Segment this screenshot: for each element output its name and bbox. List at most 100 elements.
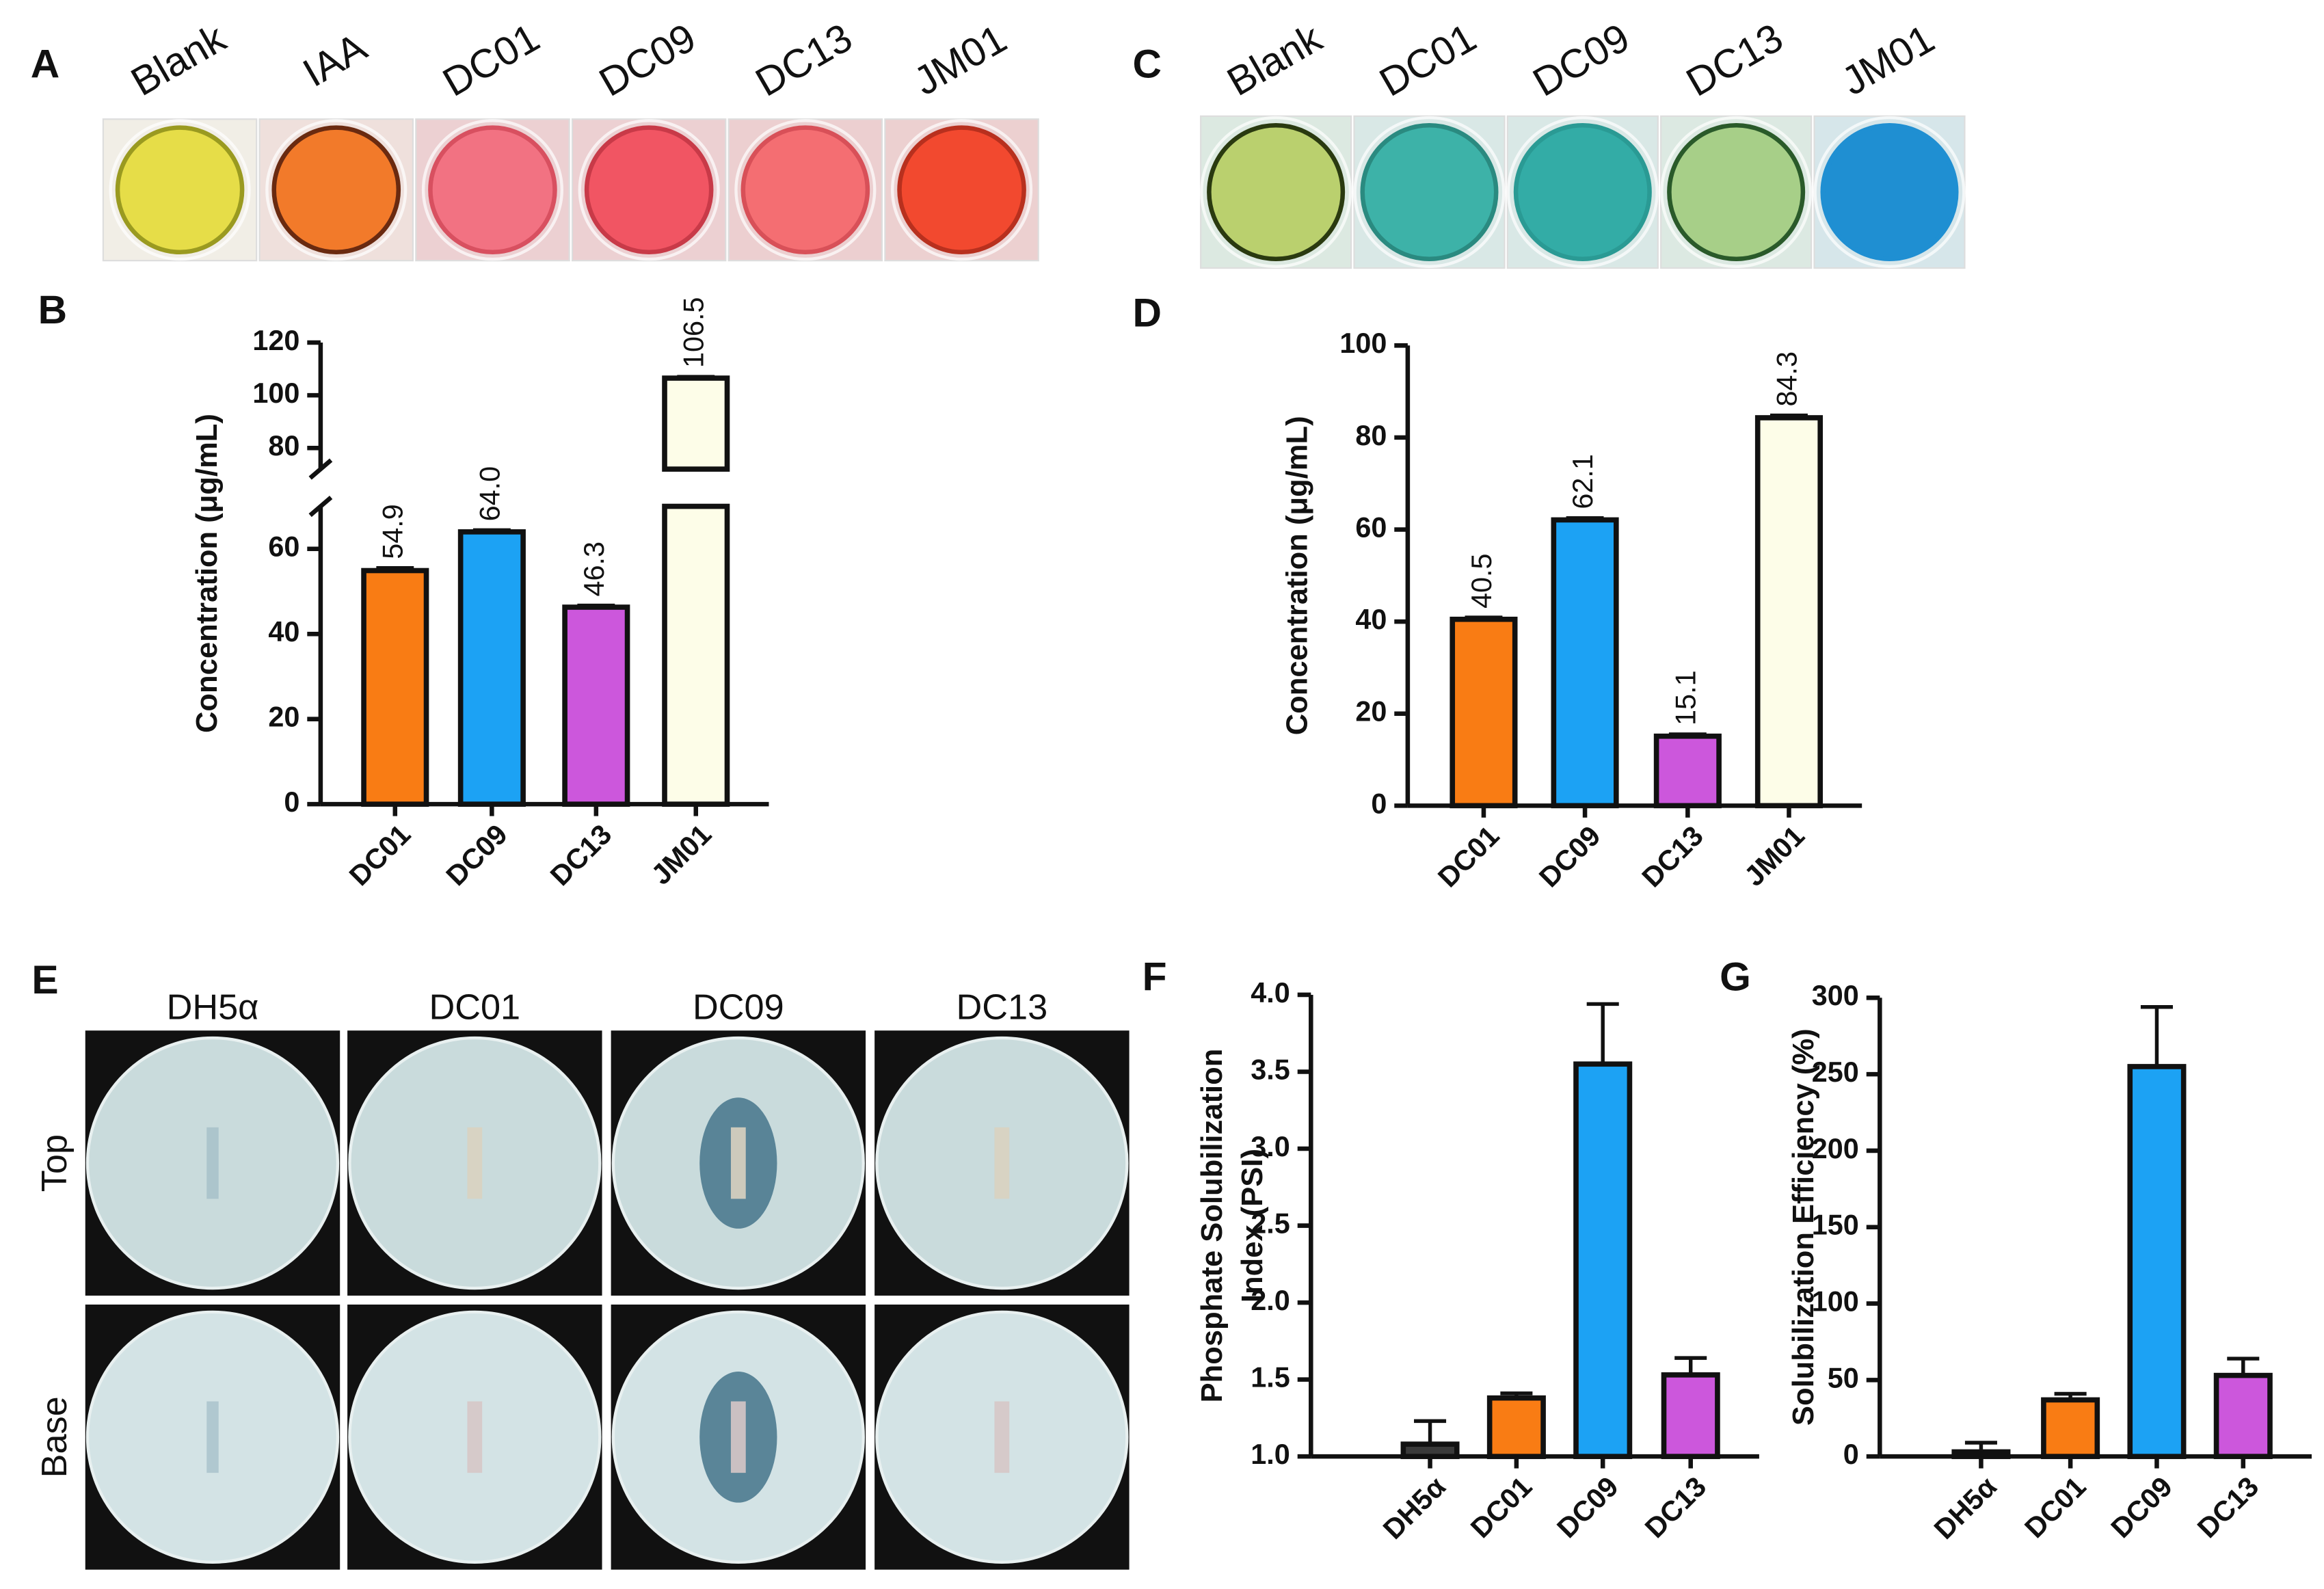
bar: [1486, 1395, 1546, 1459]
y-tick-label: 0: [284, 786, 299, 818]
axis-break: [308, 495, 333, 518]
bar: [2213, 1372, 2273, 1459]
y-tick-label: 120: [252, 325, 299, 356]
well: [428, 125, 557, 255]
well-rim: [1200, 116, 1352, 269]
y-tick-label: 60: [1355, 511, 1387, 543]
y-tick-label: 100: [1339, 328, 1387, 359]
y-tick-label: 80: [268, 430, 299, 462]
value-label: 64.0: [474, 466, 505, 522]
plate-column-label: DH5α: [167, 988, 259, 1028]
y-tick-label: 1.5: [1251, 1362, 1290, 1393]
well-rim: [1506, 116, 1659, 269]
value-label: 62.1: [1567, 454, 1599, 509]
panel-letter: B: [38, 288, 67, 332]
x-tick-label: DH5α: [1377, 1471, 1452, 1545]
well: [1513, 122, 1652, 261]
bar: [1754, 415, 1824, 809]
panel-letter: G: [1720, 955, 1751, 1000]
y-axis-title: Concentration (μg/mL): [191, 414, 224, 733]
well: [740, 125, 870, 255]
streak: [994, 1127, 1010, 1199]
y-tick-label: 4.0: [1251, 977, 1290, 1009]
value-label: 84.3: [1771, 351, 1802, 407]
y-tick-label: 0: [1843, 1439, 1859, 1470]
bar: [1573, 1061, 1633, 1459]
axis-break: [308, 458, 333, 480]
y-tick-label: 60: [268, 531, 299, 563]
streak: [730, 1127, 746, 1199]
well: [1207, 122, 1346, 261]
well-label: JM01: [907, 16, 1014, 104]
y-tick-label: 3.5: [1251, 1054, 1290, 1085]
x-tick-label: DC09: [440, 818, 513, 892]
y-tick-label: 40: [268, 616, 299, 647]
streak: [730, 1401, 746, 1473]
y-tick-label: 80: [1355, 420, 1387, 451]
bar: [1450, 616, 1518, 809]
x-tick-label: DC01: [343, 818, 416, 892]
plate-column-label: DC13: [957, 988, 1048, 1028]
well: [1820, 122, 1959, 261]
y-tick-label: 50: [1828, 1362, 1859, 1393]
well-rim: [1660, 116, 1813, 269]
plate-row-label: Base: [35, 1396, 75, 1478]
value-label: 40.5: [1466, 553, 1497, 609]
bar: [1661, 1372, 1720, 1459]
panel-letter: F: [1143, 955, 1167, 1000]
streak: [467, 1401, 483, 1473]
y-tick-label: 20: [268, 702, 299, 733]
well-label: IAA: [295, 25, 374, 96]
bar: [562, 604, 630, 807]
bar: [1951, 1449, 2011, 1459]
x-tick-label: DC01: [2018, 1471, 2092, 1544]
bar: [1653, 733, 1722, 809]
y-tick-label: 2.0: [1251, 1285, 1290, 1316]
streak: [467, 1127, 483, 1199]
well-rim: [265, 119, 408, 261]
x-tick-label: DC01: [1465, 1471, 1538, 1544]
plate-column-label: DC01: [429, 988, 521, 1028]
x-tick-label: DC09: [2105, 1471, 2178, 1544]
y-tick-label: 2.5: [1251, 1207, 1290, 1239]
well: [1667, 122, 1806, 261]
y-tick-label: 300: [1812, 980, 1859, 1011]
well-rim: [734, 119, 877, 261]
well: [1360, 122, 1499, 261]
well-rim: [890, 119, 1033, 261]
well-label: Blank: [1220, 16, 1329, 105]
well: [115, 125, 245, 255]
bar: [662, 375, 730, 472]
well-label: DC01: [436, 15, 547, 105]
y-tick-label: 40: [1355, 604, 1387, 635]
well-label: DC01: [1372, 15, 1484, 105]
well-rim: [109, 119, 251, 261]
x-tick-label: JM01: [1738, 820, 1811, 892]
panel-letter: C: [1132, 42, 1161, 87]
y-tick-label: 250: [1812, 1056, 1859, 1088]
panel-letter: D: [1132, 291, 1161, 335]
well: [271, 125, 401, 255]
well-rim: [578, 119, 720, 261]
well-label: DC13: [749, 15, 860, 105]
streak: [206, 1401, 219, 1473]
streak: [994, 1401, 1010, 1473]
y-tick-label: 3.0: [1251, 1131, 1290, 1162]
plate-column-label: DC09: [693, 988, 784, 1028]
well-label: Blank: [124, 16, 233, 105]
x-tick-label: DH5α: [1928, 1471, 2003, 1545]
value-label: 15.1: [1670, 670, 1701, 725]
y-tick-label: 20: [1355, 696, 1387, 727]
well-label: DC13: [1679, 15, 1791, 105]
bar: [361, 568, 429, 807]
panel-letter: E: [31, 958, 58, 1002]
x-tick-label: DC09: [1533, 820, 1606, 893]
value-label: 46.3: [578, 542, 610, 597]
bar: [662, 503, 730, 807]
plate-row-label: Top: [35, 1134, 75, 1192]
x-tick-label: DC09: [1551, 1471, 1624, 1544]
x-tick-label: DC01: [1432, 820, 1505, 893]
x-tick-label: JM01: [645, 818, 718, 891]
y-tick-label: 0: [1371, 788, 1387, 819]
y-tick-label: 100: [252, 377, 299, 409]
